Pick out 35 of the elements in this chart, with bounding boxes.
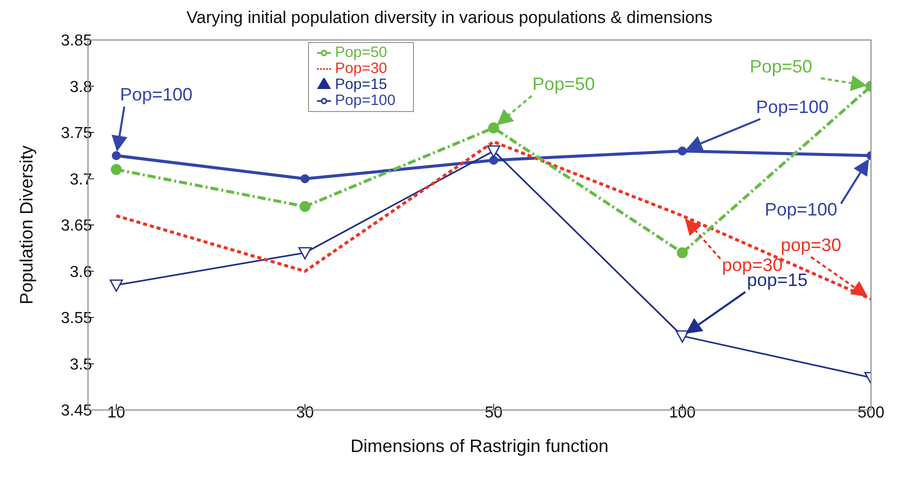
point <box>299 201 310 212</box>
y-tick-label: 3.75 <box>60 125 92 142</box>
point <box>676 247 688 258</box>
y-tick-label: 3.6 <box>70 264 92 281</box>
point <box>678 146 687 156</box>
y-tick-label: 3.5 <box>70 356 92 374</box>
legend-label: Pop=30 <box>335 60 388 77</box>
x-tick-label: 500 <box>858 404 884 422</box>
point <box>110 164 122 175</box>
annotation: Pop=100 <box>120 84 193 105</box>
annotation: Pop=50 <box>750 56 812 76</box>
x-axis-title: Dimensions of Rastrigin function <box>350 436 609 456</box>
point <box>676 330 689 343</box>
y-tick-label: 3.65 <box>60 218 92 235</box>
point <box>489 156 498 165</box>
annotation: Pop=50 <box>532 74 595 94</box>
legend-label: Pop=15 <box>335 76 388 93</box>
annotation: pop=30 <box>780 235 842 255</box>
y-axis-title: Population Diversity <box>16 145 36 305</box>
chart-title: Varying initial population diversity in various populations & dimensions <box>185 8 714 29</box>
legend-label: Pop=50 <box>335 44 388 61</box>
annotation: Pop=100 <box>764 200 838 220</box>
point <box>298 247 312 260</box>
point <box>487 145 500 158</box>
point <box>300 174 310 184</box>
annotation: Pop=100 <box>756 97 829 117</box>
y-tick-label: 3.55 <box>60 310 92 328</box>
line-series <box>114 140 871 300</box>
y-tick-label: 3.85 <box>60 32 92 50</box>
point <box>112 151 121 160</box>
point <box>488 122 500 134</box>
legend-label: Pop=100 <box>335 92 396 109</box>
point <box>110 279 123 292</box>
y-tick-label: 3.45 <box>60 402 92 420</box>
y-tick-label: 3.8 <box>70 78 92 96</box>
